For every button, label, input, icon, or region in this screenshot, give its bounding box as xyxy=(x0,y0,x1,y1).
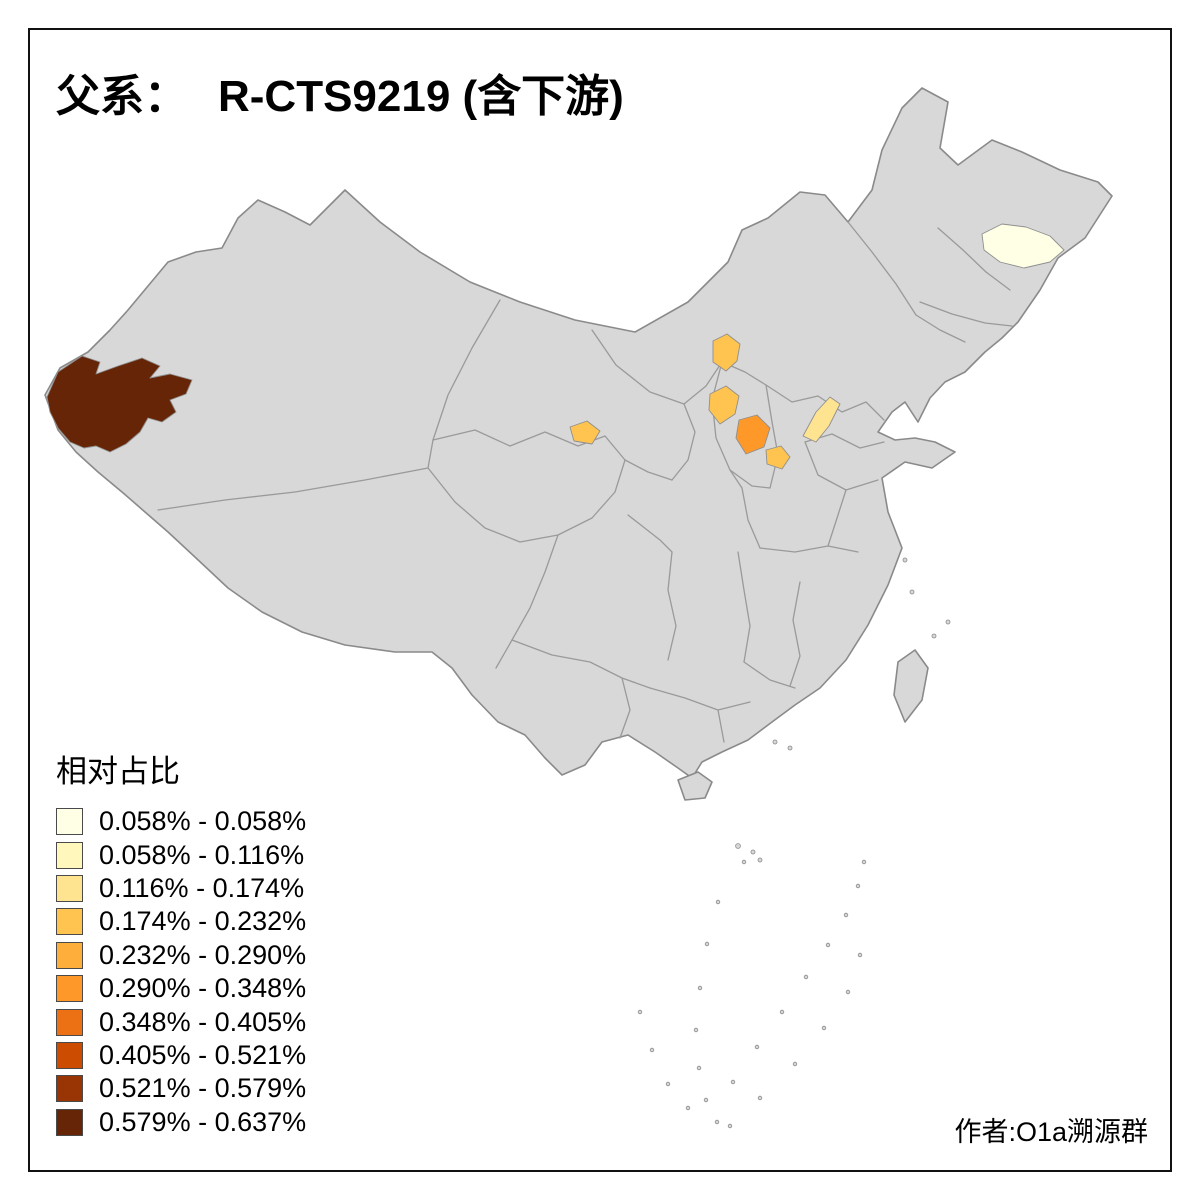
legend-swatch xyxy=(56,808,83,836)
legend-swatch xyxy=(56,1108,83,1136)
legend-swatch xyxy=(56,941,83,969)
region-far-west xyxy=(46,355,193,453)
region-center-west xyxy=(569,420,601,445)
legend-swatch xyxy=(56,975,83,1003)
legend-item: 0.174% - 0.232% xyxy=(56,905,306,938)
legend-item: 0.579% - 0.637% xyxy=(56,1106,306,1139)
legend-label: 0.058% - 0.116% xyxy=(99,839,305,870)
legend-label: 0.348% - 0.405% xyxy=(99,1006,307,1037)
legend-item: 0.521% - 0.579% xyxy=(56,1072,306,1105)
region-north-1 xyxy=(712,333,741,372)
legend-label: 0.405% - 0.521% xyxy=(99,1039,307,1070)
author-credit: 作者:O1a溯源群 xyxy=(954,1117,1148,1147)
legend-item: 0.290% - 0.348% xyxy=(56,972,306,1005)
page-title: 父系： R-CTS9219 (含下游) xyxy=(56,60,624,124)
legend-label: 0.290% - 0.348% xyxy=(99,973,307,1004)
legend-label: 0.521% - 0.579% xyxy=(99,1073,307,1104)
hainan-island xyxy=(677,771,713,801)
title-prefix: 父系： xyxy=(56,72,188,121)
legend-title: 相对占比 xyxy=(56,754,180,789)
legend-label: 0.579% - 0.637% xyxy=(99,1106,307,1137)
region-north-4 xyxy=(765,445,791,470)
legend-item: 0.058% - 0.058% xyxy=(56,805,306,838)
legend-label: 0.232% - 0.290% xyxy=(99,939,307,970)
taiwan-island xyxy=(893,649,929,723)
region-east xyxy=(802,396,841,443)
region-north-3 xyxy=(735,414,771,455)
legend-item: 0.348% - 0.405% xyxy=(56,1005,306,1038)
legend-item: 0.405% - 0.521% xyxy=(56,1039,306,1072)
legend-swatch xyxy=(56,841,83,869)
legend-item: 0.116% - 0.174% xyxy=(56,872,306,905)
title-haplogroup: R-CTS9219 (含下游) xyxy=(218,72,624,121)
legend-label: 0.174% - 0.232% xyxy=(99,906,307,937)
legend: 相对占比 0.058% - 0.058% 0.058% - 0.116% 0.1… xyxy=(56,746,306,1139)
legend-swatch xyxy=(56,1041,83,1069)
legend-label: 0.116% - 0.174% xyxy=(99,872,305,903)
legend-swatch xyxy=(56,1075,83,1103)
sea-islands xyxy=(637,557,951,1129)
legend-swatch xyxy=(56,1008,83,1036)
region-north-2 xyxy=(708,385,740,425)
legend-swatch xyxy=(56,908,83,936)
region-northeast xyxy=(981,223,1065,269)
legend-item: 0.058% - 0.116% xyxy=(56,838,306,871)
legend-swatch xyxy=(56,874,83,902)
legend-label: 0.058% - 0.058% xyxy=(99,806,307,837)
legend-item: 0.232% - 0.290% xyxy=(56,939,306,972)
plot-frame xyxy=(28,28,1172,1172)
